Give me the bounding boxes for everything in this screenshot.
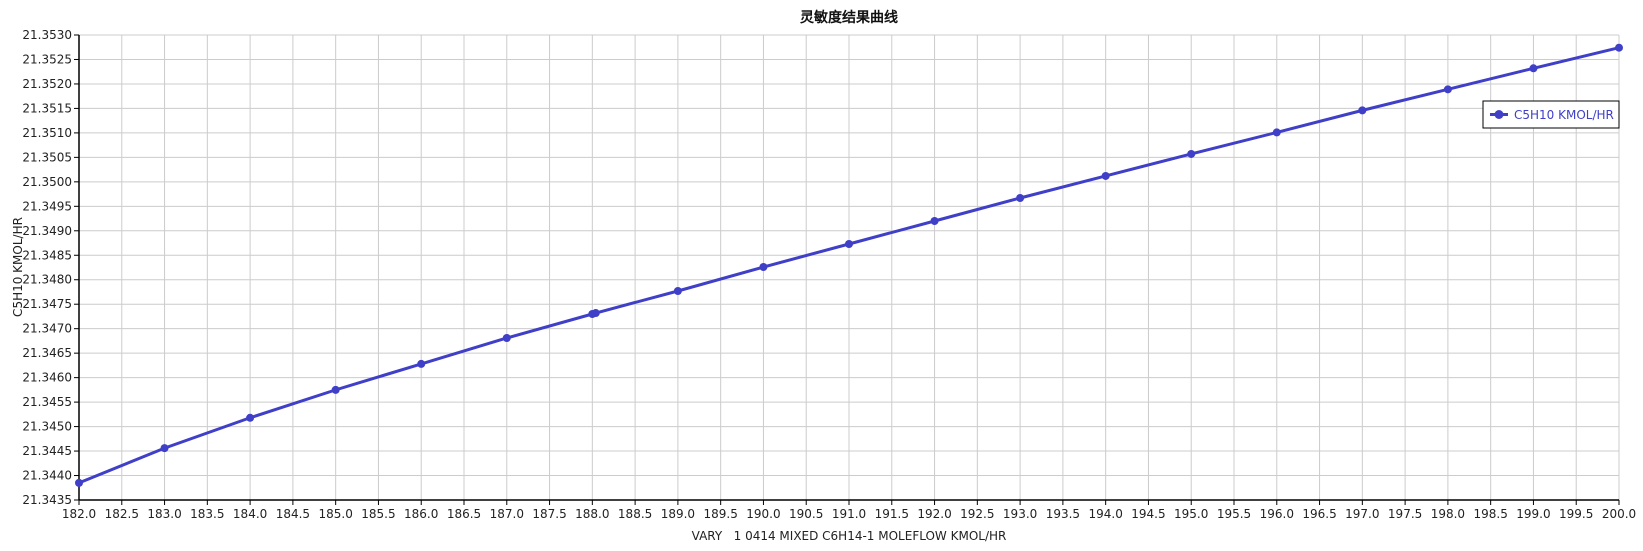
- y-tick-label: 21.3440: [22, 469, 72, 483]
- x-tick-label: 195.0: [1174, 507, 1208, 521]
- x-tick-label: 193.5: [1046, 507, 1080, 521]
- data-point: [930, 217, 939, 225]
- data-point: [1358, 106, 1367, 115]
- x-tick-label: 194.5: [1131, 507, 1165, 521]
- y-tick-label: 21.3480: [22, 273, 72, 287]
- y-tick-label: 21.3505: [22, 150, 72, 164]
- y-tick-label: 21.3435: [22, 493, 72, 507]
- y-tick-label: 21.3455: [22, 395, 72, 409]
- series-line: [78, 46, 1620, 485]
- x-tick-label: 185.5: [361, 507, 395, 521]
- x-tick-label: 193.0: [1003, 507, 1037, 521]
- x-tick-label: 198.0: [1431, 507, 1465, 521]
- x-tick-label: 184.0: [233, 507, 267, 521]
- x-tick-label: 182.0: [62, 507, 96, 521]
- data-point: [1529, 64, 1538, 73]
- x-axis-label: VARY 1 0414 MIXED C6H14-1 MOLEFLOW KMOL/…: [692, 529, 1007, 543]
- x-tick-label: 192.5: [960, 507, 994, 521]
- x-tick-label: 190.0: [746, 507, 780, 521]
- y-tick-label: 21.3460: [22, 371, 72, 385]
- y-tick-labels: 21.3435 21.3440 21.3445 21.3450 21.3455 21.34…: [22, 28, 72, 507]
- x-tick-label: 183.5: [190, 507, 224, 521]
- data-point: [591, 309, 600, 318]
- x-tick-label: 183.0: [147, 507, 181, 521]
- x-tick-label: 197.5: [1388, 507, 1422, 521]
- y-tick-label: 21.3490: [22, 224, 72, 238]
- y-tick-label: 21.3475: [22, 297, 72, 311]
- x-tick-labels: 182.0 182.5 183.0 183.5 184.0 184.5 185.0 185.5…: [62, 507, 1636, 521]
- x-tick-label: 187.5: [532, 507, 566, 521]
- series: [75, 43, 1623, 487]
- y-tick-label: 21.3500: [22, 175, 72, 189]
- x-tick-label: 196.5: [1302, 507, 1336, 521]
- y-tick-label: 21.3450: [22, 420, 72, 434]
- legend-label: C5H10 KMOL/HR: [1514, 108, 1614, 122]
- y-tick-label: 21.3445: [22, 444, 72, 458]
- x-tick-label: 186.5: [447, 507, 481, 521]
- legend: C5H10 KMOL/HR: [1482, 100, 1620, 129]
- y-tick-label: 21.3510: [22, 126, 72, 140]
- data-point: [331, 385, 340, 394]
- x-tick-label: 191.0: [832, 507, 866, 521]
- x-tick-label: 195.5: [1217, 507, 1251, 521]
- data-point: [759, 263, 768, 272]
- x-tick-label: 192.0: [917, 507, 951, 521]
- y-tick-label: 21.3495: [22, 199, 72, 213]
- data-point: [417, 359, 426, 368]
- y-tick-label: 21.3520: [22, 77, 72, 91]
- data-point: [502, 333, 511, 342]
- x-tick-label: 187.0: [490, 507, 524, 521]
- x-tick-label: 186.0: [404, 507, 438, 521]
- data-point: [1101, 171, 1110, 180]
- data-point: [160, 444, 169, 453]
- chart-title: 灵敏度结果曲线: [800, 9, 898, 26]
- data-point: [246, 413, 255, 422]
- data-point: [845, 240, 853, 249]
- x-tick-label: 185.0: [318, 507, 352, 521]
- data-point: [1615, 43, 1623, 52]
- y-tick-label: 21.3515: [22, 101, 72, 115]
- x-tick-label: 199.0: [1516, 507, 1550, 521]
- x-tick-label: 196.0: [1260, 507, 1294, 521]
- x-tick-label: 188.5: [618, 507, 652, 521]
- y-tick-label: 21.3470: [22, 322, 72, 336]
- data-point: [673, 286, 682, 295]
- y-tick-label: 21.3530: [22, 28, 72, 42]
- x-tick-label: 200.0: [1602, 507, 1636, 521]
- x-tick-label: 190.5: [789, 507, 823, 521]
- x-tick-label: 198.5: [1473, 507, 1507, 521]
- y-axis-label: C5H10 KMOL/HR: [11, 217, 25, 317]
- x-tick-label: 197.0: [1345, 507, 1379, 521]
- data-point: [1016, 193, 1025, 202]
- data-point: [1187, 149, 1196, 158]
- x-tick-label: 194.0: [1088, 507, 1122, 521]
- x-tick-label: 189.0: [661, 507, 695, 521]
- axes: [74, 34, 1620, 505]
- y-tick-label: 21.3485: [22, 248, 72, 262]
- x-tick-label: 188.0: [575, 507, 609, 521]
- x-tick-label: 199.5: [1559, 507, 1593, 521]
- y-tick-label: 21.3465: [22, 346, 72, 360]
- data-point: [75, 478, 83, 487]
- x-tick-label: 182.5: [105, 507, 139, 521]
- x-tick-label: 189.5: [703, 507, 737, 521]
- x-tick-label: 191.5: [875, 507, 909, 521]
- x-tick-label: 184.5: [276, 507, 310, 521]
- data-point: [1272, 128, 1281, 137]
- y-tick-label: 21.3525: [22, 52, 72, 66]
- data-point: [1443, 85, 1452, 94]
- legend-marker: [1494, 110, 1504, 119]
